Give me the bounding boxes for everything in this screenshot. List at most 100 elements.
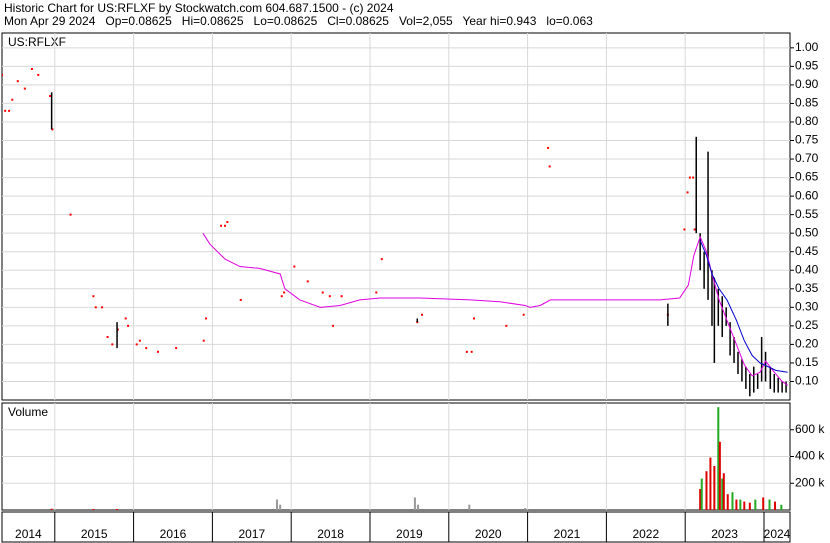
volume-bar: [709, 457, 712, 510]
trade-point: [124, 317, 127, 320]
trade-point: [51, 128, 54, 131]
volume-bar: [413, 497, 416, 510]
y-tick-label: 0.80: [795, 114, 819, 128]
volume-bar: [717, 407, 720, 510]
volume-bar: [748, 502, 751, 510]
panel-title: Volume: [8, 405, 48, 419]
x-tick-label: 2023: [711, 527, 738, 541]
x-tick-label: 2019: [396, 527, 423, 541]
trade-point: [8, 109, 11, 112]
trade-point: [465, 350, 468, 353]
trade-point: [522, 313, 525, 316]
volume-bar: [780, 504, 783, 510]
trade-point: [226, 221, 229, 224]
y-tick-label: 0.65: [795, 170, 819, 184]
y-tick-label: 0.60: [795, 188, 819, 202]
plot-area: [50, 407, 783, 510]
trade-point: [111, 343, 114, 346]
volume-bar: [718, 441, 721, 510]
trade-point: [4, 109, 7, 112]
y-tick-label: 0.10: [795, 374, 819, 388]
trade-point: [49, 95, 52, 98]
trade-point: [2, 73, 3, 76]
trade-point: [686, 191, 689, 194]
volume-bar: [754, 499, 757, 510]
trade-point: [306, 280, 309, 283]
volume-bar: [417, 504, 420, 510]
trade-point: [16, 80, 19, 83]
plot-area: [2, 67, 788, 397]
volume-bar: [92, 508, 95, 510]
trade-point: [693, 228, 696, 231]
x-tick-label: 2015: [81, 527, 108, 541]
volume-bar: [735, 499, 738, 510]
trade-point: [380, 258, 383, 261]
x-tick-label: 2021: [554, 527, 581, 541]
price-panel: [1, 32, 791, 401]
trade-point: [69, 213, 72, 216]
trade-point: [101, 306, 104, 309]
trade-point: [692, 176, 695, 179]
y-tick-label: 0.50: [795, 225, 819, 239]
trade-point: [375, 291, 378, 294]
x-tick-label: 2014: [15, 527, 42, 541]
volume-bar: [721, 478, 724, 510]
trade-point: [505, 324, 508, 327]
y-tick-label: 0.55: [795, 207, 819, 221]
y-tick-label: 0.15: [795, 355, 819, 369]
trade-point: [220, 224, 223, 227]
year-strip: [1, 511, 791, 543]
moving-average: [202, 232, 788, 386]
trade-point: [283, 291, 286, 294]
trade-point: [30, 67, 33, 70]
trade-point: [23, 87, 26, 90]
y-tick-label: 0.45: [795, 244, 819, 258]
header-quote: Mon Apr 29 2024 Op=0.08625 Hi=0.08625 Lo…: [4, 14, 593, 28]
trade-point: [683, 228, 686, 231]
volume-bar: [762, 497, 765, 510]
volume-bar: [726, 494, 729, 510]
x-tick-label: 2024: [764, 527, 791, 541]
volume-bar: [276, 499, 279, 510]
trade-point: [202, 339, 205, 342]
y-tick-label: 0.95: [795, 59, 819, 73]
volume-bar: [713, 465, 716, 510]
volume-bar: [279, 504, 282, 510]
trade-point: [224, 224, 227, 227]
y-tick-label: 0.35: [795, 281, 819, 295]
trade-point: [328, 295, 331, 298]
trade-point: [321, 291, 324, 294]
trade-point: [92, 295, 95, 298]
volume-bar: [774, 501, 777, 510]
y-tick-label: 0.85: [795, 96, 819, 110]
y-tick-label: 0.25: [795, 318, 819, 332]
trade-point: [421, 313, 424, 316]
y-tick-label: 0.30: [795, 299, 819, 313]
trade-point: [157, 350, 160, 353]
y-tick-label: 0.90: [795, 77, 819, 91]
y-tick-label: 400 k: [795, 449, 825, 463]
panel-title: US:RFLXF: [8, 35, 66, 49]
trade-point: [548, 165, 551, 168]
volume-bar: [705, 471, 708, 510]
moving-average: [699, 240, 788, 373]
trade-point: [293, 265, 296, 268]
trade-point: [135, 343, 138, 346]
y-tick-label: 0.20: [795, 337, 819, 351]
y-tick-label: 0.75: [795, 133, 819, 147]
volume-bar: [722, 473, 725, 510]
x-tick-label: 2018: [317, 527, 344, 541]
trade-point: [37, 73, 40, 76]
trade-point: [94, 306, 97, 309]
header-title: Historic Chart for US:RFLXF by Stockwatc…: [4, 1, 394, 15]
trade-point: [331, 324, 334, 327]
x-tick-label: 2017: [238, 527, 265, 541]
volume-bar: [700, 478, 703, 510]
volume-bar: [739, 499, 742, 510]
trade-point: [116, 328, 119, 331]
y-tick-label: 600 k: [795, 422, 825, 436]
x-tick-label: 2016: [160, 527, 187, 541]
trade-point: [473, 317, 476, 320]
volume-bar: [468, 504, 471, 510]
